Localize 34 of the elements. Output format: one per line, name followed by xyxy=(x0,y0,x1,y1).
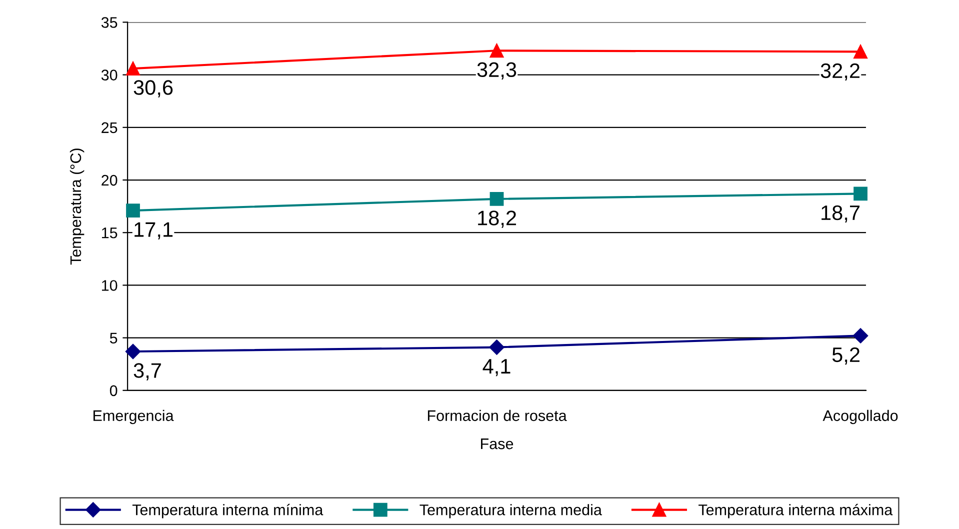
point xyxy=(126,62,140,76)
x-tick-label: Emergencia xyxy=(94,410,174,424)
data-label: 17,1 xyxy=(134,222,173,240)
legend-label: Temperatura interna mínima xyxy=(132,504,324,518)
y-tick-label: 10 xyxy=(102,280,118,291)
data-label: 4,1 xyxy=(482,359,510,376)
point xyxy=(490,192,504,206)
point xyxy=(125,344,141,360)
legend-label: Temperatura interna máxima xyxy=(698,504,893,518)
data-label: 3,7 xyxy=(134,363,161,380)
data-label: 5,2 xyxy=(832,347,860,365)
x-axis-title: Fase xyxy=(481,438,514,450)
point xyxy=(854,44,868,59)
data-label: 18,2 xyxy=(478,210,516,228)
legend-label: Temperatura interna media xyxy=(420,504,602,518)
y-tick-label: 0 xyxy=(110,385,118,396)
data-label: 30,6 xyxy=(134,80,173,98)
point xyxy=(854,186,868,201)
data-label: 32,2 xyxy=(820,63,860,81)
data-label: 32,3 xyxy=(477,62,516,80)
y-tick-label: 15 xyxy=(102,228,118,238)
point xyxy=(852,328,868,344)
data-label: 18,7 xyxy=(822,205,860,223)
point xyxy=(490,44,504,58)
y-tick-label: 35 xyxy=(101,17,118,28)
x-tick-label: Acogollado xyxy=(822,410,898,424)
point xyxy=(489,340,504,355)
y-tick-label: 5 xyxy=(110,332,118,344)
y-tick-label: 30 xyxy=(101,70,118,80)
y-tick-label: 25 xyxy=(102,122,118,134)
y-axis-title: Temperatura (°C) xyxy=(70,148,84,265)
x-tick-label: Formacion de roseta xyxy=(428,410,567,422)
y-tick-label: 20 xyxy=(102,174,118,186)
point xyxy=(126,204,140,218)
